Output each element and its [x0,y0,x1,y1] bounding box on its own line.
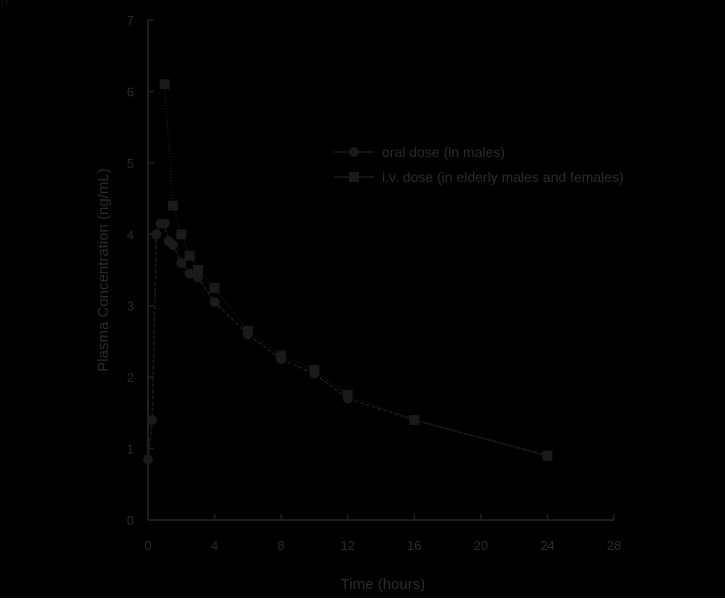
x-tick-label: 12 [340,538,354,553]
x-tick-label: 28 [607,538,621,553]
data-point-square [309,365,320,375]
data-point-circle [167,240,178,250]
data-point-square [409,415,420,425]
y-axis-label: Plasma Concentration (ng/mL) [95,168,112,371]
data-point-square [542,450,553,461]
series-iv [159,79,553,461]
x-axis-label: Time (hours) [341,576,425,593]
legend-marker-oral [349,147,359,157]
data-point-square [209,282,220,293]
data-point-circle [151,229,162,240]
corner-label: 0 [1,0,8,11]
y-tick-label: 7 [127,13,134,28]
data-point-circle [143,454,153,465]
data-point-square [192,265,203,275]
legend-label-iv: i.v. dose (in elderly males and females) [382,169,624,185]
series-layer [143,79,553,465]
x-tick-label: 4 [211,538,218,553]
y-tick-label: 3 [127,299,134,314]
x-tick-label: 0 [144,538,151,553]
data-point-square [184,250,195,261]
data-point-square [167,200,178,211]
data-point-square [242,325,253,336]
y-tick-label: 6 [127,84,134,99]
x-tick-label: 24 [540,538,554,553]
x-tick-label: 8 [278,538,285,553]
data-point-circle [176,257,187,268]
y-tick-label: 1 [127,442,134,457]
data-point-circle [147,415,158,425]
y-tick-label: 5 [127,156,134,171]
legend-marker-iv [349,172,359,182]
x-tick-label: 16 [407,538,421,553]
legend: oral dose (in males) i.v. dose (in elder… [334,144,624,185]
x-axis-ticks: 0 4 8 12 16 20 24 28 [144,514,621,553]
y-tick-label: 2 [127,370,134,385]
data-point-circle [159,218,170,229]
data-point-circle [184,268,195,279]
data-point-square [159,79,170,90]
data-point-square [276,350,287,361]
data-point-square [176,229,187,240]
data-point-circle [209,297,220,308]
y-tick-label: 0 [127,513,134,528]
legend-label-oral: oral dose (in males) [382,144,505,160]
x-tick-label: 20 [474,538,488,553]
data-point-square [342,390,353,400]
y-tick-label: 4 [127,227,134,242]
